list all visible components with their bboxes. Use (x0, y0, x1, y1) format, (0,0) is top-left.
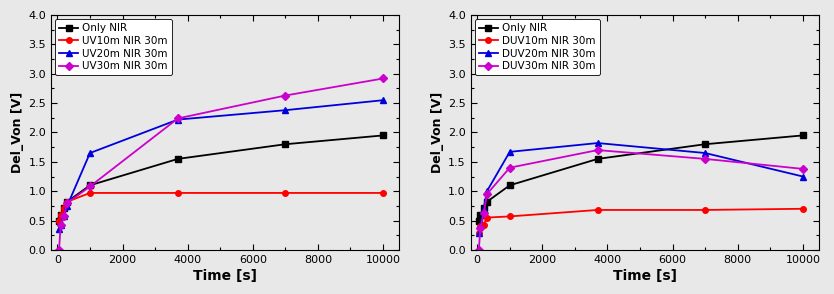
DUV10m NIR 30m (479, 223, 489, 226)
UV10m NIR 30m (378, 191, 388, 195)
Only NIR (59, 206, 69, 209)
Only NIR (479, 206, 489, 209)
Only NIR (505, 183, 515, 187)
DUV20m NIR 30m (475, 225, 485, 228)
DUV30m NIR 30m (798, 167, 808, 171)
DUV10m NIR 30m (798, 207, 808, 211)
Y-axis label: Del_Von [V]: Del_Von [V] (11, 92, 24, 173)
DUV10m NIR 30m (474, 232, 484, 235)
DUV20m NIR 30m (798, 175, 808, 178)
UV20m NIR 30m (280, 108, 290, 112)
DUV30m NIR 30m (593, 148, 603, 152)
UV30m NIR 30m (54, 248, 64, 252)
UV10m NIR 30m (59, 206, 69, 209)
UV30m NIR 30m (63, 201, 73, 205)
DUV30m NIR 30m (479, 212, 489, 215)
UV10m NIR 30m (54, 219, 64, 222)
DUV30m NIR 30m (505, 166, 515, 169)
DUV10m NIR 30m (593, 208, 603, 212)
UV20m NIR 30m (63, 204, 73, 208)
DUV20m NIR 30m (593, 141, 603, 145)
Only NIR (54, 219, 64, 222)
Only NIR (482, 200, 492, 203)
UV20m NIR 30m (59, 214, 69, 218)
UV10m NIR 30m (280, 191, 290, 195)
Only NIR (280, 143, 290, 146)
Only NIR (700, 143, 710, 146)
DUV20m NIR 30m (700, 151, 710, 155)
UV20m NIR 30m (56, 223, 66, 227)
UV20m NIR 30m (54, 228, 64, 231)
Only NIR (378, 134, 388, 137)
UV30m NIR 30m (85, 185, 95, 188)
DUV20m NIR 30m (482, 189, 492, 193)
Only NIR (593, 157, 603, 161)
Only NIR (474, 219, 484, 222)
Line: UV20m NIR 30m: UV20m NIR 30m (56, 97, 386, 232)
UV10m NIR 30m (56, 213, 66, 216)
UV30m NIR 30m (56, 223, 66, 227)
DUV20m NIR 30m (479, 207, 489, 211)
UV20m NIR 30m (378, 98, 388, 102)
UV30m NIR 30m (378, 77, 388, 80)
Line: UV30m NIR 30m: UV30m NIR 30m (56, 76, 386, 253)
Line: UV10m NIR 30m: UV10m NIR 30m (56, 190, 386, 223)
Line: DUV30m NIR 30m: DUV30m NIR 30m (476, 147, 806, 253)
UV30m NIR 30m (173, 117, 183, 120)
DUV10m NIR 30m (475, 225, 485, 228)
Legend: Only NIR, UV10m NIR 30m, UV20m NIR 30m, UV30m NIR 30m: Only NIR, UV10m NIR 30m, UV20m NIR 30m, … (55, 19, 172, 76)
Only NIR (798, 134, 808, 137)
Line: DUV10m NIR 30m: DUV10m NIR 30m (476, 206, 806, 236)
Only NIR (63, 200, 73, 203)
Line: Only NIR: Only NIR (56, 133, 386, 223)
Line: Only NIR: Only NIR (476, 133, 806, 223)
UV20m NIR 30m (85, 151, 95, 155)
DUV10m NIR 30m (700, 208, 710, 212)
UV10m NIR 30m (173, 191, 183, 195)
UV10m NIR 30m (85, 191, 95, 195)
DUV30m NIR 30m (475, 226, 485, 229)
DUV10m NIR 30m (505, 215, 515, 218)
UV20m NIR 30m (173, 118, 183, 121)
X-axis label: Time [s]: Time [s] (613, 269, 677, 283)
DUV20m NIR 30m (474, 232, 484, 235)
Legend: Only NIR, DUV10m NIR 30m, DUV20m NIR 30m, DUV30m NIR 30m: Only NIR, DUV10m NIR 30m, DUV20m NIR 30m… (475, 19, 600, 76)
Only NIR (475, 213, 485, 216)
Only NIR (56, 213, 66, 216)
Only NIR (85, 183, 95, 187)
Y-axis label: Del_Von [V]: Del_Von [V] (431, 92, 444, 173)
DUV30m NIR 30m (700, 157, 710, 161)
DUV30m NIR 30m (474, 248, 484, 252)
X-axis label: Time [s]: Time [s] (193, 269, 257, 283)
Only NIR (173, 157, 183, 161)
DUV20m NIR 30m (505, 150, 515, 154)
DUV10m NIR 30m (482, 216, 492, 219)
UV30m NIR 30m (59, 214, 69, 218)
UV30m NIR 30m (280, 94, 290, 97)
Line: DUV20m NIR 30m: DUV20m NIR 30m (476, 140, 806, 236)
UV10m NIR 30m (63, 200, 73, 203)
DUV30m NIR 30m (482, 192, 492, 196)
